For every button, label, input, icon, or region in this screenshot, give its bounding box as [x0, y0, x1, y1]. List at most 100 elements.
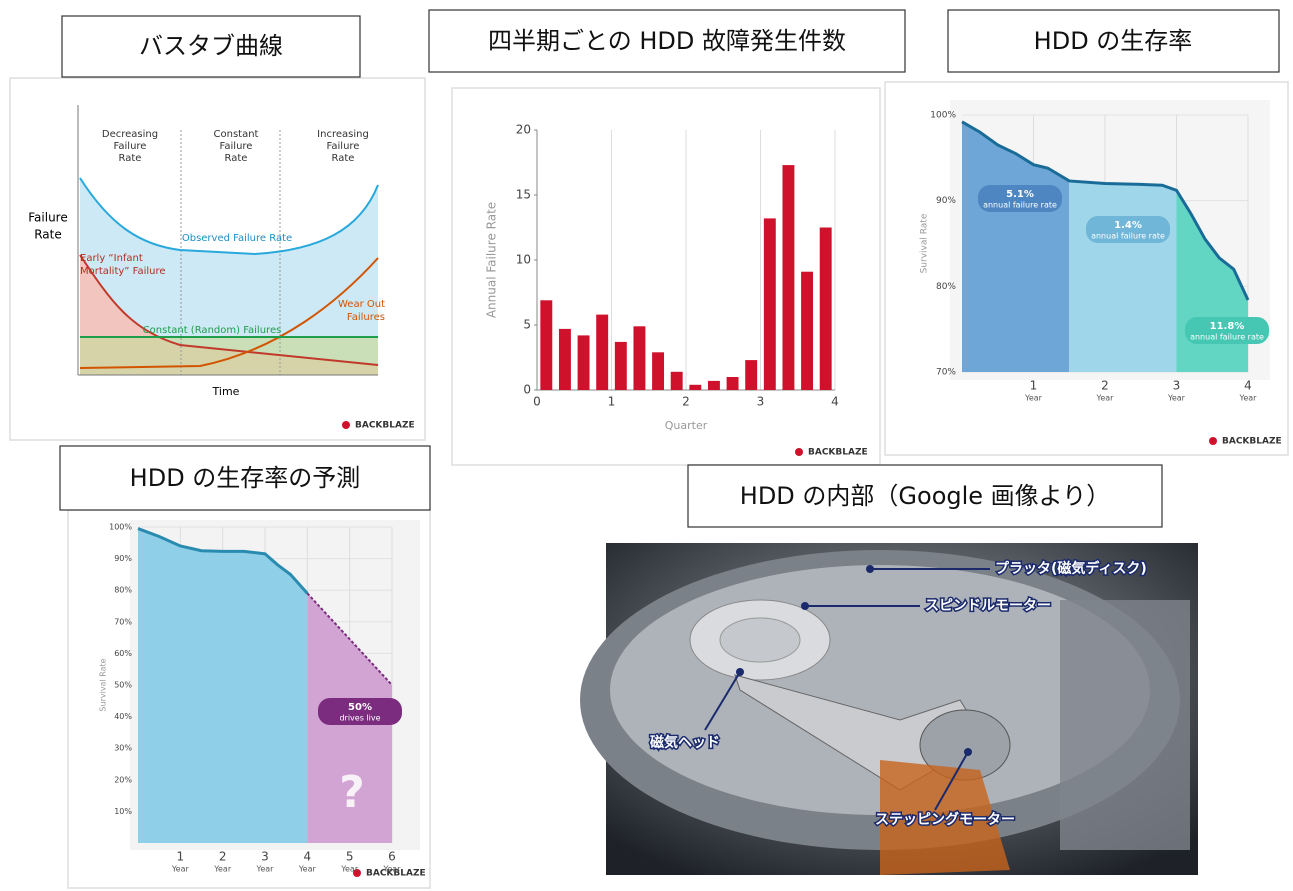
x-tick-label: 1	[1030, 379, 1038, 393]
y-tick-label: 70%	[114, 617, 132, 626]
x-tick-label: 1	[177, 850, 185, 864]
constant-area	[80, 337, 378, 375]
bar	[558, 328, 571, 390]
y-label: Annual Failure Rate	[485, 202, 499, 318]
brand-icon	[1209, 437, 1217, 445]
phase: Failure	[114, 141, 147, 152]
y-label: Survival Rate	[99, 658, 108, 711]
x-tick-label: 6	[388, 850, 396, 864]
y-tick-label: 40%	[114, 712, 132, 721]
brand: BACKBLAZE	[366, 869, 426, 879]
x-label: Time	[212, 385, 240, 398]
bar-chart: 0 5 10 15 20 0 1 2 3 4 Annual Failure Rate Quarter	[485, 123, 839, 433]
x-unit: Year	[1024, 394, 1043, 403]
bar	[707, 380, 720, 390]
wear-label: Failures	[347, 312, 385, 323]
bar	[670, 371, 683, 390]
annotation: ?	[339, 767, 365, 818]
photo: プラッタ(磁気ディスク) スピンドルモーター 磁気ヘッド ステッピングモーター	[580, 543, 1198, 875]
brand: BACKBLAZE	[355, 421, 415, 431]
y-tick-label: 0	[523, 383, 531, 397]
x-tick-label: 2	[682, 395, 690, 409]
constant-label: Constant (Random) Failures	[143, 325, 282, 336]
y-tick-label: 20	[516, 123, 531, 137]
y-tick-label: 80%	[114, 586, 132, 595]
y-tick-label: 10	[516, 253, 531, 267]
heading-box	[61, 15, 361, 78]
x-unit: Year	[1096, 394, 1115, 403]
bar	[614, 341, 627, 390]
y-tick-label: 10%	[114, 807, 132, 816]
x-unit: Year	[1167, 394, 1186, 403]
x-tick-label: 5	[346, 850, 354, 864]
x-tick-label: 4	[1244, 379, 1252, 393]
phase: Increasing	[317, 129, 369, 140]
wear-label: Wear Out	[338, 299, 385, 310]
phase: Failure	[220, 141, 253, 152]
heading-box	[428, 9, 906, 73]
x-tick-label: 4	[831, 395, 839, 409]
y-label: Failure	[28, 211, 67, 225]
y-tick-label: 70%	[936, 368, 956, 378]
flex-cable	[880, 760, 1010, 875]
x-tick-label: 2	[1101, 379, 1109, 393]
annotation-note: annual failure rate	[983, 201, 1057, 210]
bar	[596, 314, 609, 390]
y-label: Rate	[34, 228, 62, 242]
photo-label: スピンドルモーター	[925, 598, 1051, 614]
photo-label: 磁気ヘッド	[650, 734, 720, 751]
annotation-value: 5.1%	[1006, 189, 1034, 200]
x-unit: Year	[256, 865, 275, 874]
x-unit: Year	[1239, 394, 1258, 403]
x-unit: Year	[383, 865, 402, 874]
leader	[934, 751, 969, 811]
x-tick-label: 3	[757, 395, 765, 409]
phase: Rate	[119, 153, 142, 164]
dot	[801, 602, 809, 610]
annotation-box	[978, 185, 1062, 212]
heading-box	[687, 464, 1163, 528]
x-tick-label: 0	[533, 395, 541, 409]
x-tick-label: 3	[1173, 379, 1181, 393]
photo-label: プラッタ(磁気ディスク)	[995, 560, 1147, 577]
y-tick-label: 15	[516, 188, 531, 202]
area	[138, 528, 308, 843]
y-tick-label: 30%	[114, 744, 132, 753]
bar-panel	[451, 87, 881, 466]
observed-curve	[79, 177, 379, 256]
photo-label: ステッピングモーター	[875, 811, 1015, 828]
annotation-box	[318, 698, 402, 725]
brand-icon	[353, 869, 361, 877]
dot	[866, 565, 874, 573]
annotation-value: 50%	[348, 702, 372, 713]
bar	[689, 384, 702, 390]
annotation-value: 11.8%	[1210, 321, 1245, 332]
bar	[763, 218, 776, 390]
bar	[726, 377, 739, 390]
x-label: Quarter	[665, 419, 708, 432]
infant-label: Mortality” Failure	[80, 266, 166, 277]
heading: HDD の生存率	[1034, 27, 1193, 55]
y-tick-label: 100%	[930, 111, 956, 121]
phase: Decreasing	[102, 129, 158, 140]
y-tick-label: 60%	[114, 649, 132, 658]
brand-icon	[342, 421, 350, 429]
annotation-note: annual failure rate	[1190, 333, 1264, 342]
heading: HDD の生存率の予測	[130, 464, 361, 492]
phase: Failure	[327, 141, 360, 152]
forecast-chart: 10%20%30%40%50%60%70%80%90%100%1Year2Yea…	[99, 523, 402, 874]
x-unit: Year	[340, 865, 359, 874]
bar	[745, 360, 758, 390]
x-unit: Year	[213, 865, 232, 874]
line	[306, 592, 393, 686]
phase: Constant	[214, 129, 259, 140]
leader	[704, 671, 741, 731]
brand: BACKBLAZE	[1222, 437, 1282, 447]
dot	[736, 668, 744, 676]
x-unit: Year	[298, 865, 317, 874]
y-tick-label: 5	[523, 318, 531, 332]
bar	[540, 300, 553, 390]
y-tick-label: 50%	[114, 681, 132, 690]
case	[1060, 600, 1190, 850]
spindle-hub	[719, 617, 801, 663]
